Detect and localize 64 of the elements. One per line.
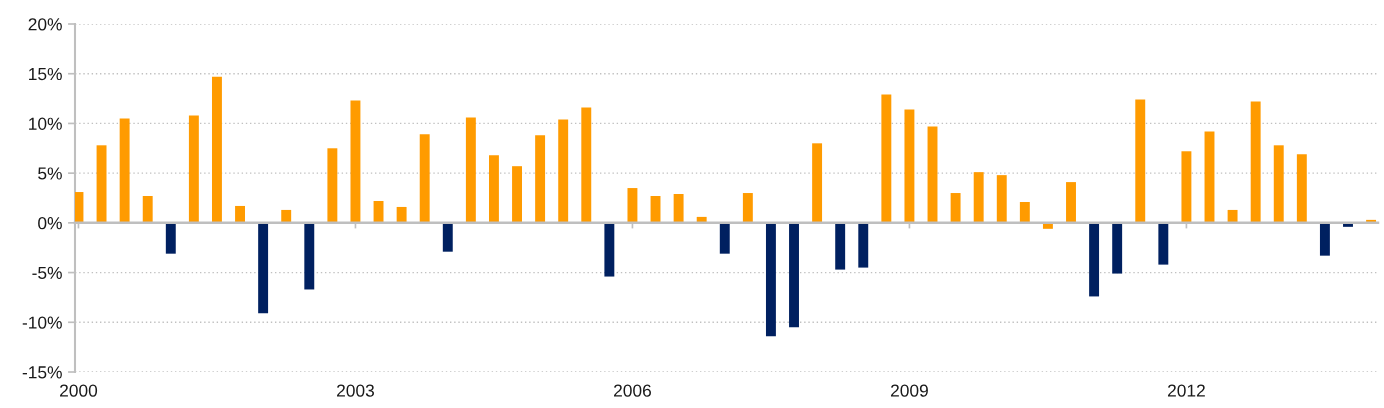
bar	[1296, 154, 1307, 223]
bar	[1019, 201, 1030, 223]
y-tick-label: 15%	[29, 67, 62, 81]
bar	[1066, 182, 1076, 223]
bar	[211, 76, 222, 223]
bar	[165, 222, 176, 254]
bar	[350, 100, 361, 223]
bar	[75, 192, 84, 223]
bar	[1112, 222, 1123, 274]
bar	[742, 193, 753, 223]
bar	[512, 166, 522, 223]
bar	[419, 134, 430, 223]
x-tick-label: 2009	[890, 384, 928, 397]
bar	[142, 196, 153, 223]
x-tick-label: 2006	[614, 384, 651, 397]
x-tick-label: 2003	[337, 384, 374, 397]
y-tick-label: -5%	[32, 266, 62, 280]
bar	[558, 119, 569, 223]
bar	[789, 222, 799, 328]
bar	[1181, 151, 1192, 223]
bar	[812, 143, 823, 223]
bar	[1250, 101, 1261, 223]
bar	[927, 126, 938, 223]
bar	[1319, 222, 1330, 256]
y-tick-label: 10%	[29, 117, 62, 130]
bar	[396, 206, 407, 223]
bar	[581, 107, 592, 223]
bar	[835, 222, 846, 270]
bar	[673, 194, 684, 223]
y-tick-label: 5%	[38, 167, 62, 180]
bar	[465, 117, 476, 223]
bar	[488, 155, 499, 223]
bar	[1273, 145, 1284, 223]
bar	[304, 222, 315, 290]
bar	[119, 118, 130, 223]
bar	[858, 222, 869, 268]
bar	[442, 222, 453, 252]
bar	[996, 175, 1007, 223]
bar	[1227, 209, 1238, 223]
bar	[719, 222, 730, 254]
bar	[327, 148, 338, 223]
bar	[881, 94, 892, 223]
bar	[1158, 222, 1169, 265]
y-tick-label: -15%	[22, 366, 62, 379]
bar	[1089, 222, 1100, 297]
bar	[96, 145, 107, 223]
y-tick-label: 20%	[28, 18, 62, 31]
x-tick-label: 2000	[60, 384, 98, 397]
bar	[765, 222, 776, 337]
bar	[950, 193, 961, 223]
bar	[281, 209, 292, 223]
bar	[235, 205, 245, 223]
bar	[188, 115, 199, 223]
bar	[904, 109, 915, 223]
bar	[535, 135, 546, 223]
bar	[627, 188, 638, 223]
bar	[1135, 99, 1146, 223]
x-tick-label: 2012	[1167, 384, 1205, 397]
bar	[1204, 131, 1215, 223]
bar	[258, 222, 269, 314]
y-tick-label: -10%	[22, 316, 62, 329]
bar	[973, 172, 984, 223]
bar	[604, 222, 615, 277]
y-tick-label: 0%	[38, 217, 62, 230]
